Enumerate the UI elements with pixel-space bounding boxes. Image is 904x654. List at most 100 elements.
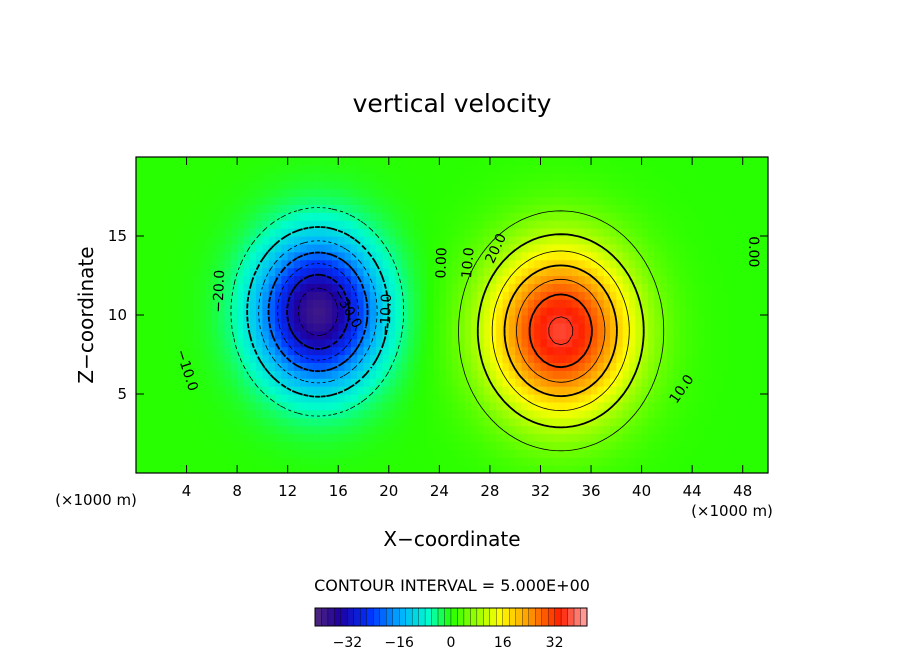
- heatmap-cell: [616, 370, 624, 379]
- heatmap-cell: [338, 275, 346, 284]
- heatmap-cell: [237, 212, 245, 221]
- heatmap-cell: [704, 386, 712, 395]
- heatmap-cell: [199, 275, 207, 284]
- heatmap-cell: [647, 378, 655, 387]
- heatmap-cell: [508, 330, 516, 340]
- heatmap-cell: [628, 354, 636, 363]
- heatmap-cell: [300, 362, 308, 371]
- heatmap-cell: [192, 164, 200, 174]
- heatmap-cell: [540, 370, 548, 379]
- heatmap-cell: [666, 236, 674, 245]
- heatmap-cell: [376, 449, 384, 458]
- heatmap-cell: [527, 299, 535, 308]
- heatmap-cell: [704, 157, 712, 166]
- heatmap-cell: [218, 188, 226, 198]
- heatmap-cell: [698, 465, 706, 473]
- heatmap-cell: [508, 307, 516, 316]
- heatmap-cell: [211, 338, 219, 348]
- heatmap-cell: [515, 157, 523, 166]
- heatmap-cell: [540, 457, 548, 466]
- heatmap-cell: [698, 346, 706, 356]
- heatmap-cell: [647, 275, 655, 284]
- heatmap-cell: [660, 157, 668, 166]
- heatmap-cell: [584, 362, 592, 371]
- heatmap-cell: [445, 433, 453, 442]
- heatmap-cell: [180, 417, 188, 427]
- heatmap-cell: [180, 307, 188, 316]
- heatmap-cell: [205, 243, 213, 253]
- heatmap-cell: [205, 299, 213, 308]
- heatmap-cell: [534, 378, 542, 387]
- heatmap-cell: [559, 322, 567, 332]
- heatmap-cell: [439, 354, 447, 363]
- heatmap-cell: [736, 251, 744, 261]
- heatmap-cell: [256, 283, 263, 292]
- heatmap-cell: [761, 425, 768, 435]
- heatmap-cell: [275, 330, 282, 340]
- heatmap-cell: [369, 433, 377, 442]
- heatmap-cell: [477, 283, 485, 292]
- heatmap-cell: [281, 172, 289, 182]
- heatmap-cell: [363, 417, 371, 427]
- heatmap-cell: [730, 433, 737, 442]
- heatmap-cell: [685, 346, 693, 356]
- heatmap-cell: [211, 299, 219, 308]
- heatmap-cell: [230, 338, 238, 348]
- heatmap-cell: [192, 457, 200, 466]
- heatmap-cell: [224, 433, 232, 442]
- heatmap-cell: [268, 322, 276, 332]
- heatmap-cell: [211, 291, 219, 300]
- heatmap-cell: [287, 330, 295, 340]
- heatmap-cell: [376, 243, 384, 253]
- heatmap-cell: [136, 394, 143, 403]
- heatmap-cell: [439, 322, 447, 332]
- heatmap-cell: [698, 401, 706, 411]
- heatmap-cell: [742, 394, 750, 403]
- heatmap-cell: [325, 180, 333, 190]
- heatmap-cell: [761, 243, 768, 253]
- contour-line: [528, 293, 593, 369]
- heatmap-cell: [136, 362, 143, 371]
- heatmap-cell: [477, 441, 485, 450]
- heatmap-cell: [268, 465, 276, 473]
- heatmap-cell: [218, 172, 226, 182]
- heatmap-cell: [736, 386, 744, 395]
- heatmap-cell: [275, 157, 282, 166]
- heatmap-cell: [603, 212, 611, 221]
- heatmap-cell: [458, 236, 466, 245]
- heatmap-cell: [565, 164, 573, 174]
- heatmap-cell: [723, 433, 731, 442]
- heatmap-cell: [262, 204, 270, 213]
- heatmap-cell: [407, 267, 415, 277]
- heatmap-cell: [458, 157, 466, 166]
- heatmap-cell: [414, 204, 421, 213]
- heatmap-cell: [458, 425, 466, 435]
- heatmap-cell: [502, 378, 510, 387]
- heatmap-cell: [553, 251, 561, 261]
- heatmap-cell: [723, 425, 731, 435]
- heatmap-cell: [483, 354, 491, 363]
- heatmap-cell: [540, 425, 548, 435]
- colorbar-swatch: [496, 607, 503, 627]
- heatmap-cell: [331, 394, 339, 403]
- heatmap-cell: [534, 180, 542, 190]
- heatmap-cell: [742, 267, 750, 277]
- heatmap-cell: [477, 236, 485, 245]
- heatmap-cell: [445, 228, 453, 237]
- heatmap-cell: [647, 362, 655, 371]
- heatmap-cell: [565, 267, 573, 277]
- heatmap-cell: [426, 307, 434, 316]
- heatmap-cell: [647, 259, 655, 269]
- heatmap-cell: [496, 157, 504, 166]
- heatmap-cell: [350, 307, 358, 316]
- heatmap-cell: [692, 157, 700, 166]
- heatmap-cell: [192, 433, 200, 442]
- heatmap-cell: [565, 394, 573, 403]
- heatmap-cell: [458, 180, 466, 190]
- heatmap-cell: [679, 164, 687, 174]
- heatmap-cell: [148, 220, 156, 229]
- heatmap-cell: [749, 251, 756, 261]
- heatmap-cell: [230, 275, 238, 284]
- heatmap-cell: [230, 307, 238, 316]
